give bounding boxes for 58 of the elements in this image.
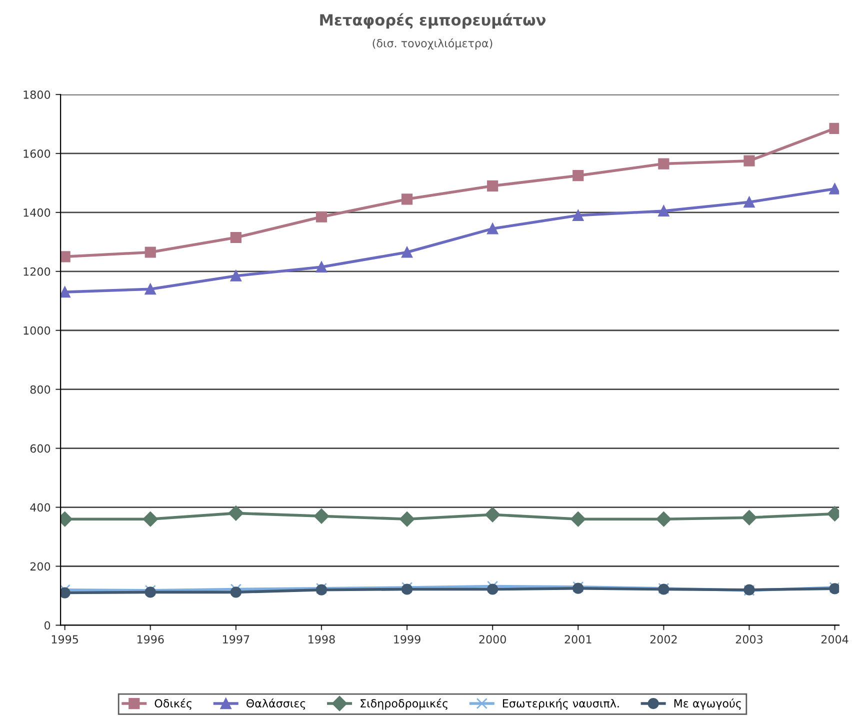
- point: [228, 506, 244, 521]
- y-tick-label: 0: [44, 621, 50, 630]
- y-tick-label: 1200: [24, 267, 50, 276]
- point: [399, 512, 415, 527]
- y-tick-label: 200: [30, 562, 50, 571]
- point: [230, 270, 242, 282]
- legend-label: Με αγωγούς: [674, 698, 741, 710]
- y-tick-label: 1800: [24, 90, 50, 99]
- point: [829, 122, 840, 134]
- x-tick-label: 2002: [650, 635, 677, 644]
- point: [658, 205, 670, 217]
- x-tick-label: 1996: [137, 635, 164, 644]
- point: [401, 246, 413, 258]
- x-tick-label: 2003: [736, 635, 762, 644]
- point: [144, 246, 156, 258]
- point: [658, 158, 670, 170]
- y-tick-label: 600: [30, 444, 50, 453]
- x-tick-label: 2000: [479, 635, 506, 644]
- point: [742, 510, 757, 526]
- x-tick-label: 1995: [52, 635, 78, 644]
- x-tick-label: 2004: [821, 635, 848, 644]
- y-tick-label: 400: [30, 503, 50, 512]
- point: [572, 170, 584, 182]
- point: [316, 211, 328, 222]
- x-tick-label: 1997: [223, 635, 250, 644]
- point: [144, 284, 156, 295]
- y-tick-label: 800: [30, 385, 50, 394]
- point: [316, 261, 328, 273]
- point: [744, 196, 755, 208]
- point: [60, 251, 70, 262]
- point: [744, 155, 755, 166]
- point: [401, 194, 413, 205]
- x-tick-label: 1999: [394, 635, 420, 644]
- y-tick-label: 1600: [24, 149, 50, 158]
- chart-title: Μεταφορές εμπορευμάτων: [320, 13, 546, 29]
- point: [230, 586, 242, 598]
- point: [487, 584, 498, 595]
- legend-label: Θαλάσσιες: [246, 698, 306, 710]
- point: [570, 512, 586, 527]
- legend-label: Οδικές: [154, 698, 192, 710]
- point: [656, 512, 672, 527]
- point: [142, 512, 158, 527]
- point: [60, 286, 70, 298]
- chart-subtitle: (δισ. τονοχιλιόμετρα): [372, 38, 492, 50]
- point: [487, 180, 498, 192]
- point: [572, 210, 584, 221]
- point: [829, 183, 840, 194]
- point: [314, 508, 330, 524]
- y-tick-label: 1000: [24, 326, 50, 335]
- point: [487, 223, 498, 234]
- x-tick-label: 2001: [564, 635, 592, 644]
- point: [485, 507, 500, 522]
- point: [60, 587, 70, 598]
- y-tick-label: 1400: [24, 208, 50, 217]
- point: [230, 232, 242, 244]
- legend-label: Εσωτερικής ναυσιπλ.: [502, 698, 619, 710]
- x-tick-label: 1998: [308, 635, 335, 644]
- legend-label: Σιδηροδρομικές: [360, 698, 448, 710]
